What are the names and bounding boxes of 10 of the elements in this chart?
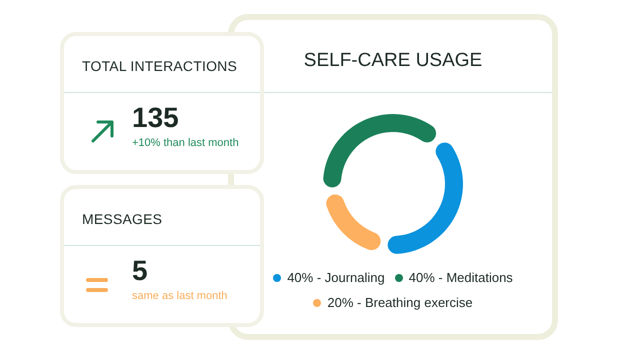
text: MESSAGES xyxy=(82,211,162,227)
legend-label: 20% - Breathing exercise xyxy=(327,295,473,310)
text: 135 xyxy=(132,102,179,134)
legend-label: 40% - Journaling xyxy=(287,270,385,285)
text: TOTAL INTERACTIONS xyxy=(82,58,238,74)
legend-label: 40% - Meditations xyxy=(408,270,513,285)
text: +10% than last month xyxy=(132,137,239,149)
text: 5 xyxy=(132,255,148,287)
chart-title: SELF-CARE USAGE xyxy=(304,50,482,71)
text: same as last month xyxy=(132,290,228,302)
